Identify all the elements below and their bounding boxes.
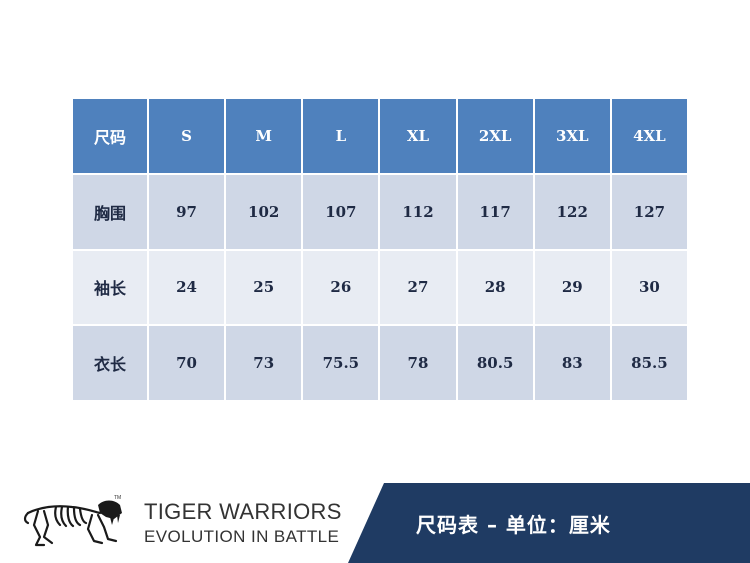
table-cell: 107 <box>301 172 381 251</box>
unit-banner <box>348 483 750 563</box>
brand-name: TIGER WARRIORS <box>144 499 342 524</box>
header-cell: M <box>224 97 304 175</box>
header-cell: 3XL <box>532 97 612 175</box>
header-cell: 4XL <box>609 97 690 175</box>
header-cell: L <box>301 97 381 175</box>
header-cell: XL <box>378 97 458 175</box>
trademark-mark: TM <box>114 495 121 501</box>
table-header-row: 尺码 S M L XL 2XL 3XL 4XL <box>71 97 690 175</box>
table-row-length: 衣长 70 73 75.5 78 80.5 83 85.5 <box>71 324 690 402</box>
size-chart-table: 尺码 S M L XL 2XL 3XL 4XL 胸围 97 102 107 11… <box>71 97 690 402</box>
table-cell: 122 <box>532 172 612 251</box>
banner-text: 尺码表 – 单位：厘米 <box>416 513 611 537</box>
table-cell: 30 <box>609 248 690 327</box>
row-label: 衣长 <box>71 324 149 402</box>
table-cell: 73 <box>224 324 304 402</box>
table-cell: 117 <box>455 172 535 251</box>
header-cell: 2XL <box>455 97 535 175</box>
table-cell: 80.5 <box>455 324 535 402</box>
table-cell: 25 <box>224 248 304 327</box>
header-cell: S <box>146 97 227 175</box>
brand-tagline: EVOLUTION IN BATTLE <box>144 527 340 546</box>
table-cell: 127 <box>609 172 690 251</box>
table-cell: 97 <box>146 172 227 251</box>
table-cell: 28 <box>455 248 535 327</box>
table-cell: 29 <box>532 248 612 327</box>
table-row-sleeve: 袖长 24 25 26 27 28 29 30 <box>71 248 690 327</box>
table-cell: 85.5 <box>609 324 690 402</box>
table-cell: 75.5 <box>301 324 381 402</box>
table-row-chest: 胸围 97 102 107 112 117 122 127 <box>71 172 690 251</box>
table-cell: 112 <box>378 172 458 251</box>
table-cell: 24 <box>146 248 227 327</box>
row-label: 胸围 <box>71 172 149 251</box>
table-cell: 70 <box>146 324 227 402</box>
table-cell: 102 <box>224 172 304 251</box>
row-label: 袖长 <box>71 248 149 327</box>
footer: TM TIGER WARRIORS EVOLUTION IN BATTLE 尺码… <box>0 483 750 563</box>
tiger-skeleton-icon: TM <box>23 495 122 547</box>
table-cell: 83 <box>532 324 612 402</box>
table-cell: 26 <box>301 248 381 327</box>
table-cell: 27 <box>378 248 458 327</box>
header-cell-size: 尺码 <box>71 97 149 175</box>
table-cell: 78 <box>378 324 458 402</box>
